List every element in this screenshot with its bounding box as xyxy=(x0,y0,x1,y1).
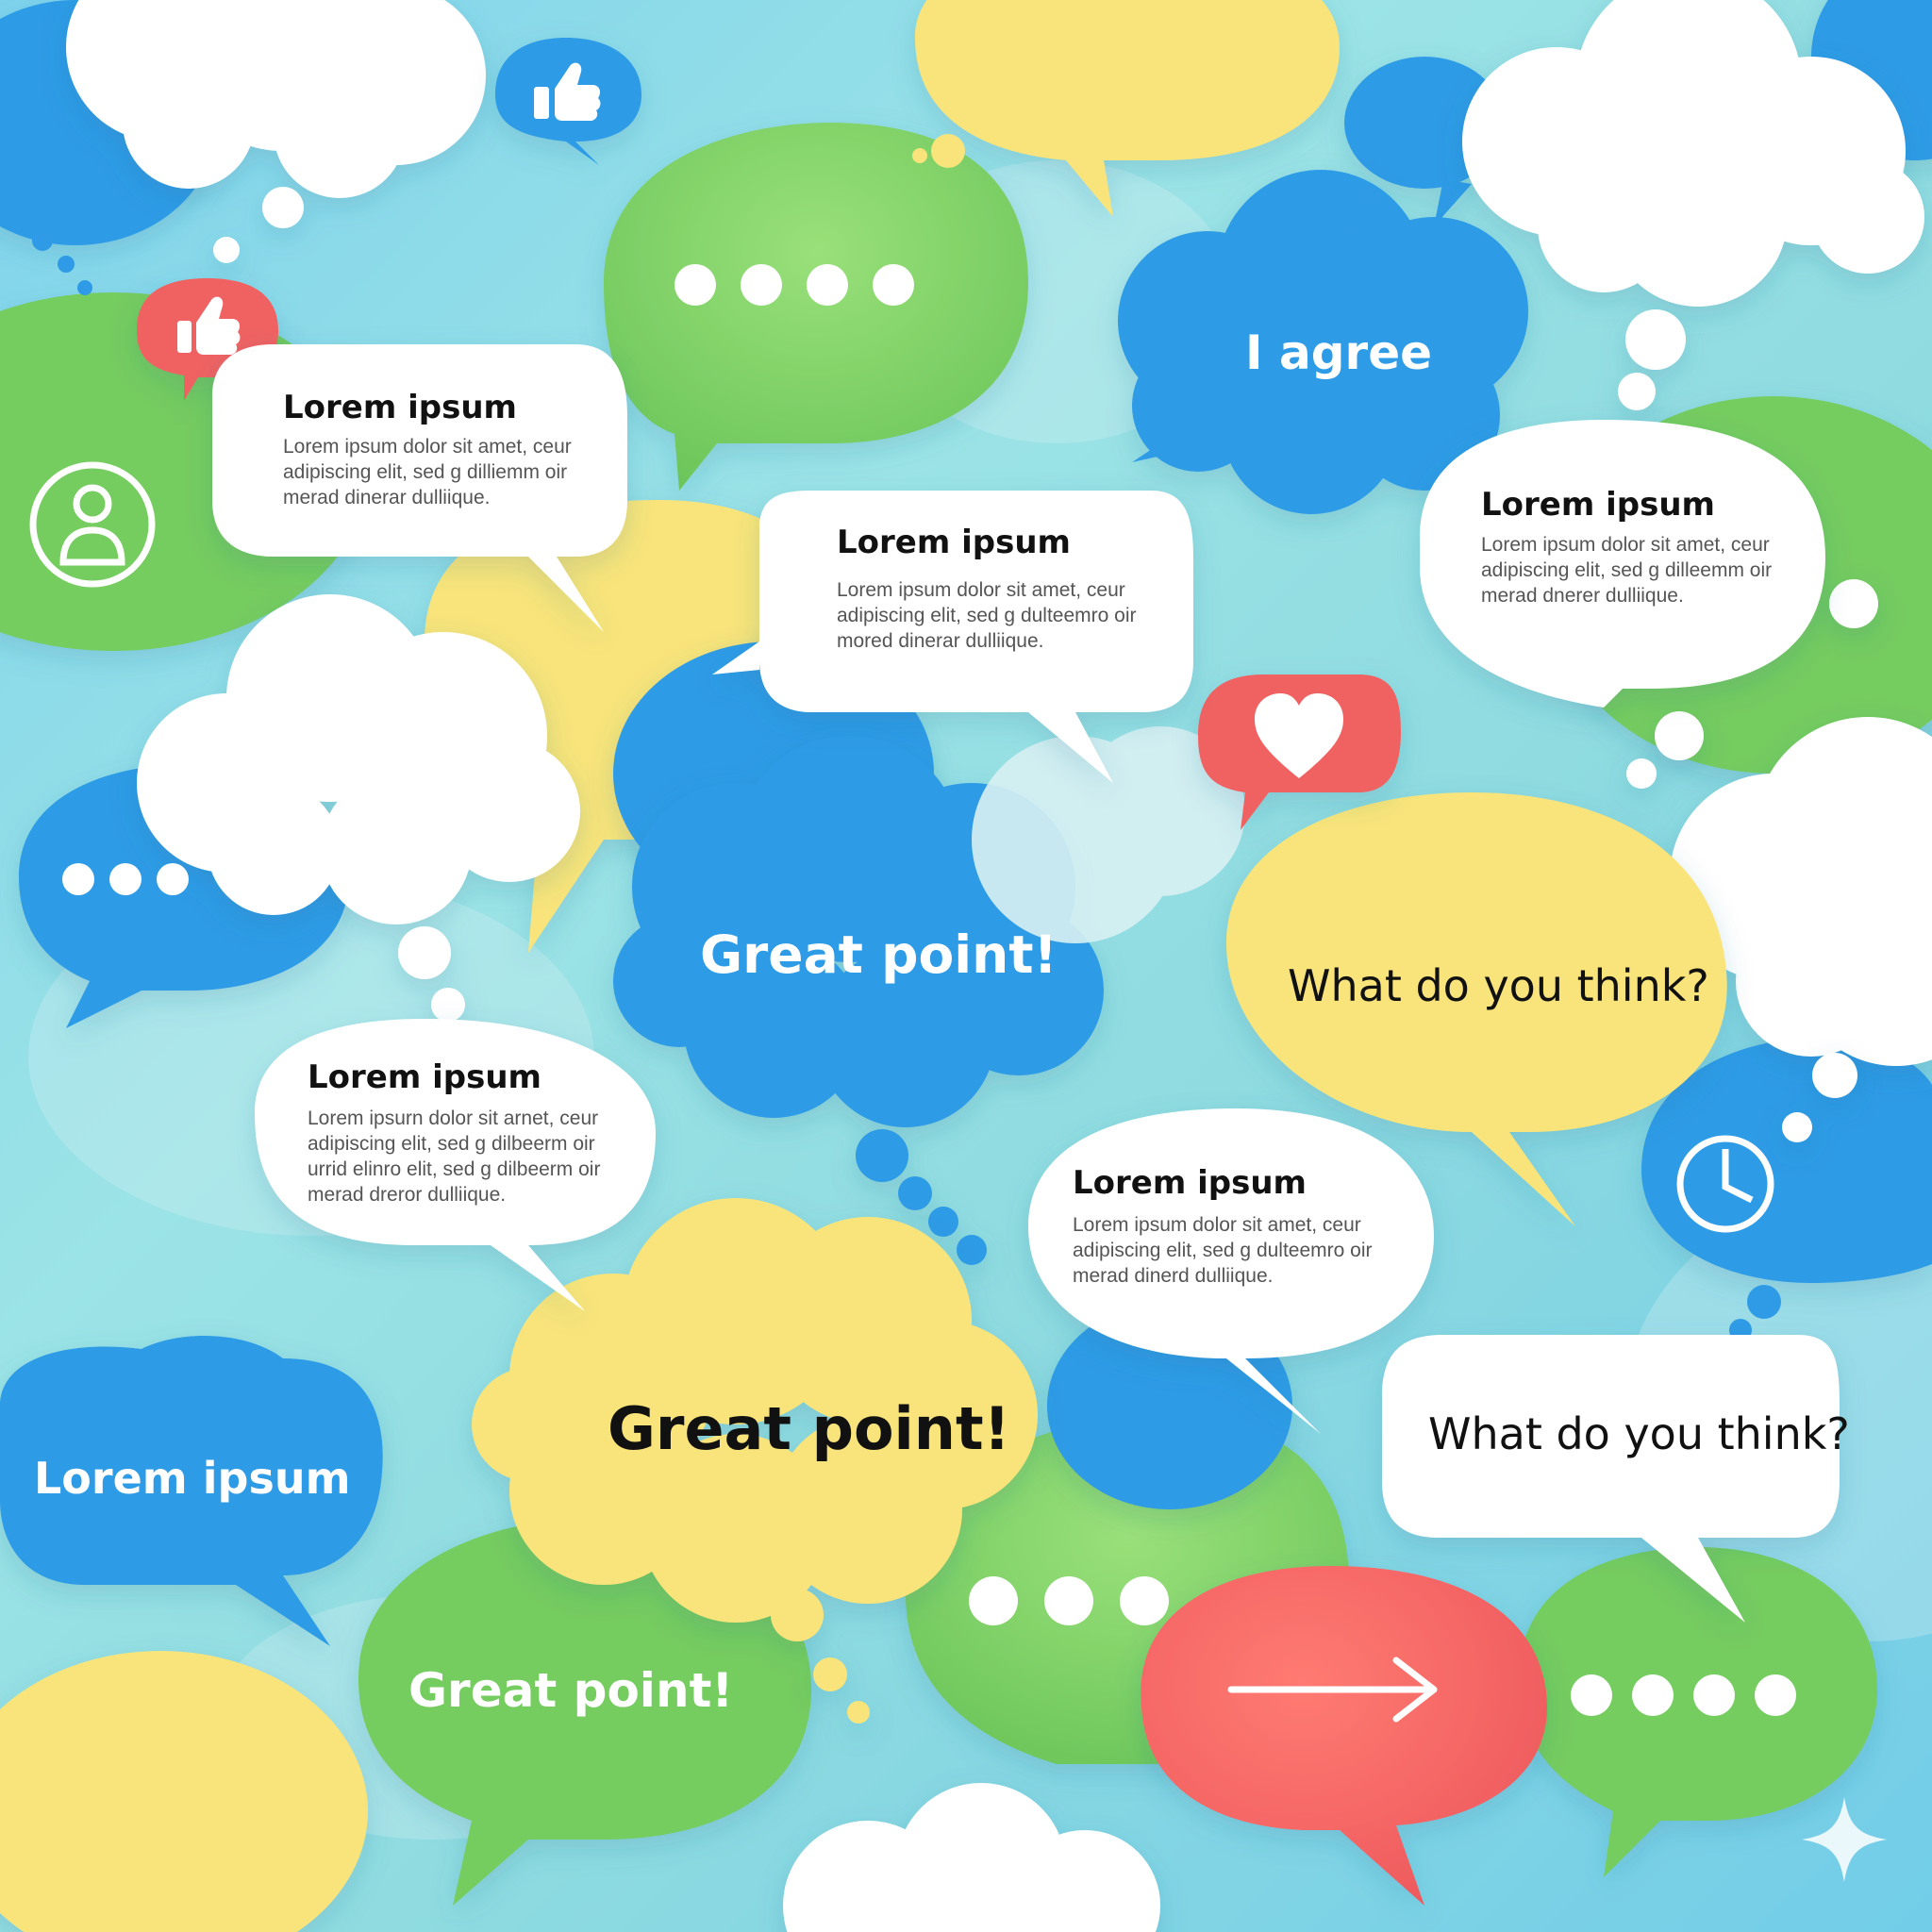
white-bubble-what-do-you-think xyxy=(1382,1335,1840,1623)
white-card-1 xyxy=(212,344,627,632)
card-3-title: Lorem ipsum xyxy=(1481,486,1715,524)
blue-bubble-lorem-ipsum xyxy=(0,1336,383,1646)
card-3-body: Lorem ipsum dolor sit amet, ceur adipisc… xyxy=(1481,534,1773,607)
white-cloud-right xyxy=(1670,717,1932,1066)
yellow-bubble-bottom-left xyxy=(0,1651,368,1932)
card-5-title: Lorem ipsum xyxy=(1073,1164,1307,1202)
white-card-4 xyxy=(255,1019,656,1311)
typing-dots-icon xyxy=(1571,1674,1796,1716)
thumbs-up-icon xyxy=(177,296,241,355)
white-cloud-top-left xyxy=(66,0,486,263)
what-do-you-think-yellow-text: What do you think? xyxy=(1288,960,1709,1011)
thumbs-up-icon xyxy=(534,62,601,121)
white-card-3 xyxy=(1420,420,1825,708)
green-bubble-top-center xyxy=(604,123,1028,491)
yellow-bubble-what-do-you-think xyxy=(1226,792,1727,1226)
blue-bubble-clock xyxy=(1641,1038,1932,1283)
red-arrow-bubble xyxy=(1141,1566,1547,1906)
green-bubble-bottom-left xyxy=(358,1519,811,1906)
card-4-body: Lorem ipsurn dolor sit arnet, ceur adipi… xyxy=(308,1108,601,1206)
white-cloud-bottom xyxy=(783,1783,1160,1932)
typing-dots-icon xyxy=(62,863,189,895)
white-card-2 xyxy=(712,491,1193,783)
sparkle-icon xyxy=(1802,1797,1887,1882)
typing-dots-icon xyxy=(969,1576,1169,1625)
blue-cloud-i-agree xyxy=(1118,170,1528,514)
great-point-yellow-text: Great point! xyxy=(608,1394,1010,1463)
card-4-title: Lorem ipsum xyxy=(308,1058,541,1096)
yellow-bubble-top xyxy=(915,0,1340,217)
white-cloud-left-middle xyxy=(137,594,580,1022)
typing-dots-icon xyxy=(675,264,914,306)
user-icon xyxy=(29,461,156,588)
yellow-cloud-great-point xyxy=(472,1198,1038,1724)
lorem-ipsum-blue-text: Lorem ipsum xyxy=(34,1453,351,1504)
heart-icon xyxy=(1255,693,1343,778)
card-2-body: Lorem ipsum dolor sit amet, ceur adipisc… xyxy=(837,579,1137,652)
card-2-title: Lorem ipsum xyxy=(837,524,1071,561)
arrow-right-icon xyxy=(1227,1657,1438,1723)
card-1-title: Lorem ipsum xyxy=(283,389,517,426)
card-1-body: Lorem ipsum dolor sit amet, ceur adipisc… xyxy=(283,436,572,508)
white-cloud-top-right xyxy=(1462,0,1924,307)
card-5-body: Lorem ipsum dolor sit amet, ceur adipisc… xyxy=(1073,1214,1373,1287)
clock-icon xyxy=(1676,1135,1774,1233)
what-do-you-think-white-text: What do you think? xyxy=(1428,1408,1850,1459)
great-point-blue-text: Great point! xyxy=(700,924,1058,985)
green-bubble-bottom-right xyxy=(1519,1547,1877,1877)
i-agree-text: I agree xyxy=(1245,325,1433,380)
white-card-5 xyxy=(1028,1108,1434,1434)
great-point-green-text: Great point! xyxy=(408,1663,734,1718)
